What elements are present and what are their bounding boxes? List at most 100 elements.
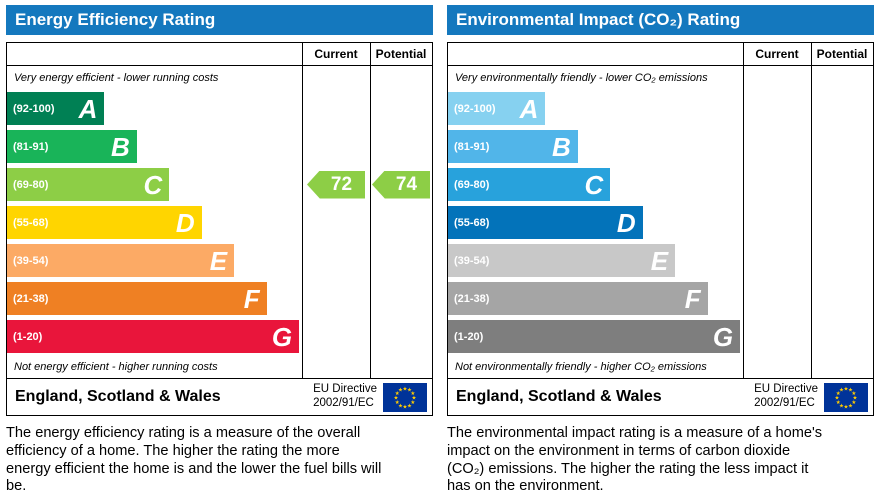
column-header-spacer	[7, 43, 302, 65]
band-row-e: (39-54) E	[448, 244, 873, 277]
eu-directive-line2: 2002/91/EC	[313, 397, 374, 409]
svg-text:★: ★	[851, 391, 856, 397]
band-letter: D	[616, 207, 636, 238]
svg-text:★: ★	[836, 400, 841, 406]
svg-text:★: ★	[403, 404, 408, 410]
band-row-c: (69-80) C 72 74	[7, 168, 432, 201]
band-letter: A	[78, 93, 98, 124]
band-row-b: (81-91) B	[448, 130, 873, 163]
svg-text:★: ★	[398, 403, 403, 409]
band-bar-f: (21-38) F	[7, 282, 267, 315]
band-letter: F	[243, 283, 260, 314]
column-header-spacer	[448, 43, 743, 65]
band-range: (21-38)	[454, 292, 490, 305]
band-range: (81-91)	[454, 140, 490, 153]
svg-text:★: ★	[839, 403, 844, 409]
eu-directive-label: EU Directive 2002/91/EC	[313, 383, 377, 411]
eu-directive-line1: EU Directive	[754, 383, 818, 396]
band-letter: D	[175, 207, 195, 238]
svg-text:★: ★	[839, 387, 844, 393]
band-range: (55-68)	[454, 216, 490, 229]
band-range: (92-100)	[13, 102, 55, 115]
band-bar-g: (1-20) G	[7, 320, 300, 353]
panel-title: Environmental Impact (CO₂) Rating	[447, 5, 874, 35]
band-letter: A	[519, 93, 539, 124]
band-letter: E	[209, 245, 228, 276]
rating-table: Current Potential Very energy efficient …	[6, 42, 433, 416]
svg-text:★: ★	[407, 387, 412, 393]
svg-text:★: ★	[412, 395, 417, 401]
region-label: England, Scotland & Wales	[15, 388, 221, 405]
current-column-divider	[302, 43, 303, 378]
band-bar-b: (81-91) B	[448, 130, 578, 163]
bottom-note: Not energy efficient - higher running co…	[14, 361, 218, 373]
environmental-impact-panel: Environmental Impact (CO₂) Rating Curren…	[447, 5, 874, 496]
svg-text:★: ★	[410, 391, 415, 397]
eu-directive-line2: 2002/91/EC	[754, 397, 815, 409]
band-letter: G	[271, 321, 293, 352]
band-range: (1-20)	[13, 330, 43, 343]
rating-table-main: Current Potential Very environmentally f…	[448, 43, 873, 378]
band-range: (81-91)	[13, 140, 49, 153]
bottom-note: Not environmentally friendly - higher CO…	[455, 361, 707, 373]
eu-directive-label: EU Directive 2002/91/EC	[754, 383, 818, 411]
bands-area: Very environmentally friendly - lower CO…	[448, 66, 873, 378]
band-row-b: (81-91) B	[7, 130, 432, 163]
band-bar-c: (69-80) C	[448, 168, 611, 201]
top-note: Very environmentally friendly - lower CO…	[455, 72, 708, 84]
band-row-g: (1-20) G	[448, 320, 873, 353]
svg-text:★: ★	[395, 391, 400, 397]
table-footer: England, Scotland & Wales EU Directive 2…	[7, 378, 432, 415]
band-letter: B	[111, 131, 130, 162]
potential-column-header: Potential	[816, 47, 868, 61]
svg-text:★: ★	[844, 404, 849, 410]
svg-text:★: ★	[848, 403, 853, 409]
eu-flag-icon: ★ ★★ ★★★ ★★★ ★★★	[824, 382, 868, 412]
band-bar-f: (21-38) F	[448, 282, 708, 315]
panel-title: Energy Efficiency Rating	[6, 5, 433, 35]
svg-text:★: ★	[844, 386, 849, 392]
svg-text:★: ★	[407, 403, 412, 409]
column-header-row: Current Potential	[448, 43, 873, 66]
band-bar-e: (39-54) E	[448, 244, 676, 277]
band-row-a: (92-100) A	[7, 92, 432, 125]
band-row-f: (21-38) F	[7, 282, 432, 315]
band-letter: F	[684, 283, 701, 314]
band-letter: B	[552, 131, 571, 162]
energy-efficiency-panel: Energy Efficiency Rating Current Potenti…	[6, 5, 433, 496]
band-letter: C	[143, 169, 163, 200]
column-header-row: Current Potential	[7, 43, 432, 66]
potential-column-divider	[811, 43, 812, 378]
band-row-g: (1-20) G	[7, 320, 432, 353]
potential-rating-arrow: 74	[372, 170, 430, 199]
band-range: (55-68)	[13, 216, 49, 229]
svg-text:★: ★	[848, 387, 853, 393]
band-row-d: (55-68) D	[7, 206, 432, 239]
svg-text:★: ★	[395, 400, 400, 406]
band-row-f: (21-38) F	[448, 282, 873, 315]
svg-text:★: ★	[410, 400, 415, 406]
band-bar-d: (55-68) D	[7, 206, 202, 239]
band-row-c: (69-80) C	[448, 168, 873, 201]
current-cell: 72	[302, 170, 370, 199]
band-range: (69-80)	[13, 178, 49, 191]
current-column-divider	[743, 43, 744, 378]
band-bar-e: (39-54) E	[7, 244, 235, 277]
band-row-d: (55-68) D	[448, 206, 873, 239]
band-row-a: (92-100) A	[448, 92, 873, 125]
rating-table: Current Potential Very environmentally f…	[447, 42, 874, 416]
band-range: (92-100)	[454, 102, 496, 115]
band-range: (39-54)	[454, 254, 490, 267]
rating-table-main: Current Potential Very energy efficient …	[7, 43, 432, 378]
svg-text:★: ★	[835, 395, 840, 401]
current-rating-arrow: 72	[307, 170, 365, 199]
band-bar-b: (81-91) B	[7, 130, 137, 163]
band-bar-g: (1-20) G	[448, 320, 741, 353]
svg-text:★: ★	[851, 400, 856, 406]
band-range: (21-38)	[13, 292, 49, 305]
band-bar-a: (92-100) A	[448, 92, 546, 125]
band-letter: G	[712, 321, 734, 352]
band-range: (69-80)	[454, 178, 490, 191]
band-row-e: (39-54) E	[7, 244, 432, 277]
